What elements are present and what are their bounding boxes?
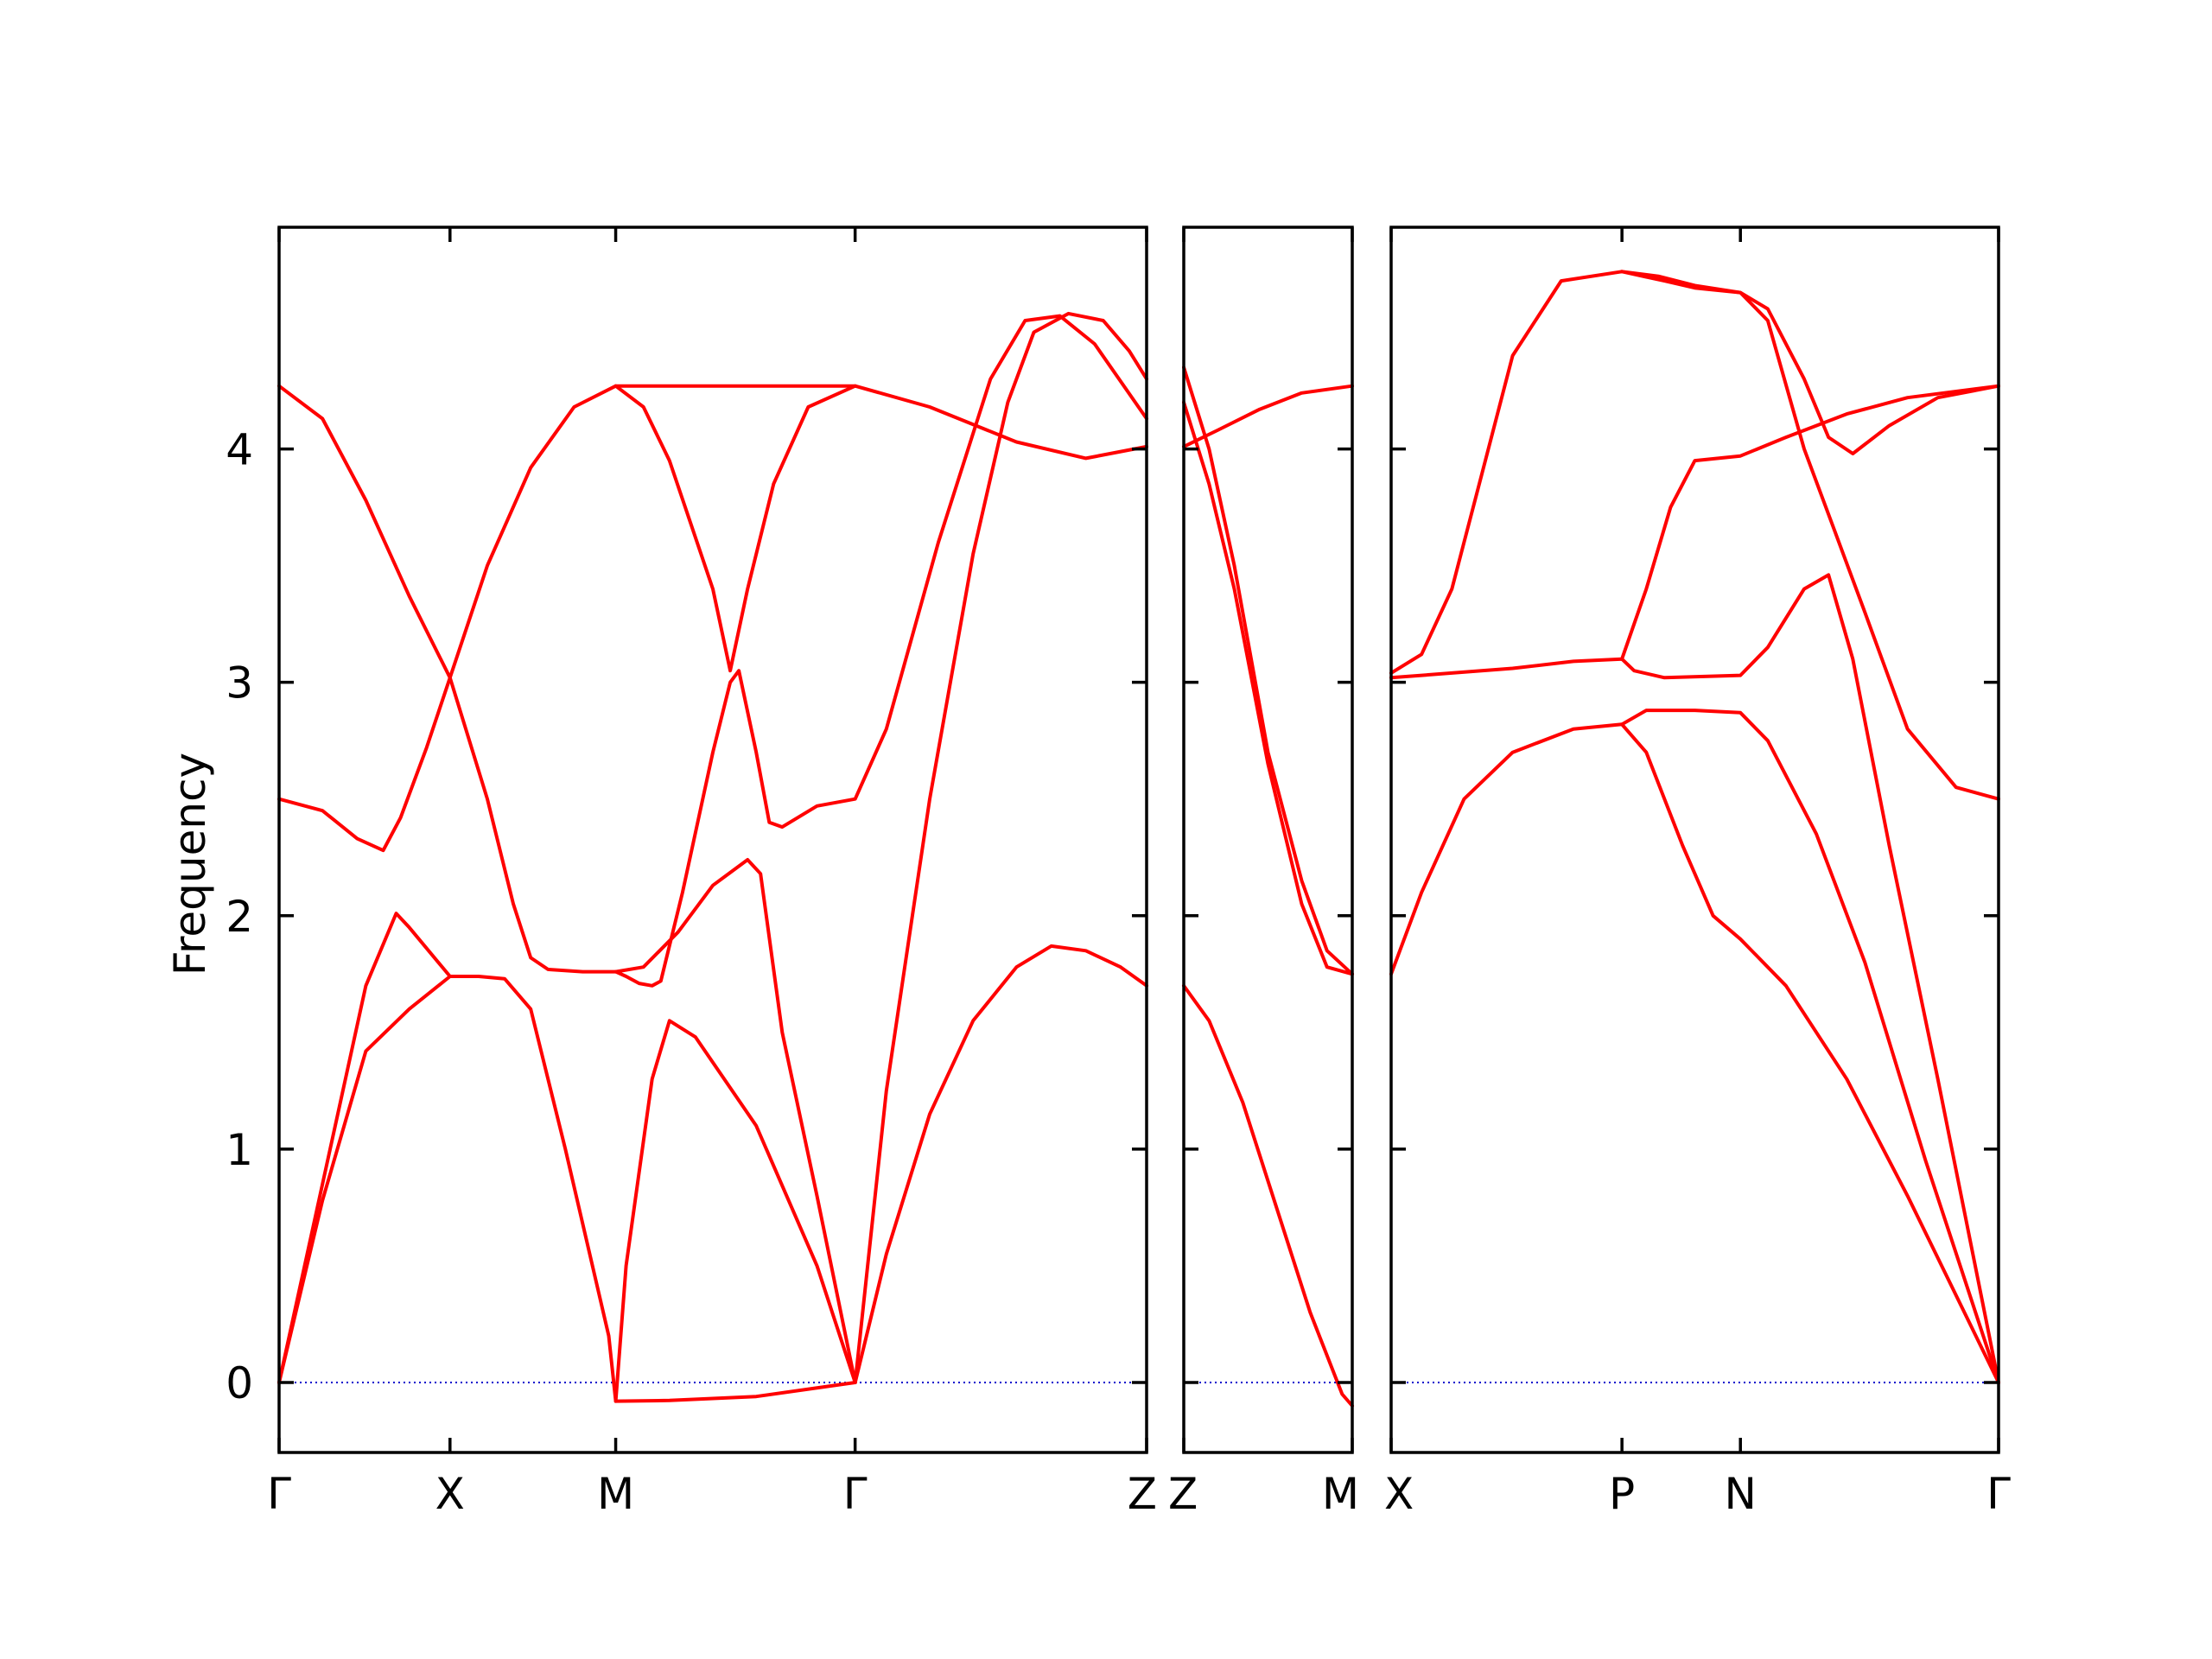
- phonon-band-line: [1620, 709, 2000, 1384]
- y-tick-label: 2: [226, 892, 253, 942]
- x-tick-label: Γ: [1986, 1469, 2011, 1519]
- phonon-band-line: [277, 975, 857, 1403]
- x-tick-label: X: [1384, 1469, 1414, 1519]
- x-tick-label: Γ: [267, 1469, 291, 1519]
- phonon-band-line: [853, 944, 1148, 1384]
- panel-frame: [1182, 226, 1354, 1454]
- phonon-band-line: [277, 384, 857, 1384]
- x-tick-label: X: [435, 1469, 465, 1519]
- x-tick-label: Γ: [843, 1469, 868, 1519]
- phonon-band-line: [277, 912, 452, 1384]
- phonon-band-line: [613, 314, 1148, 988]
- phonon-band-line: [1389, 722, 2000, 1384]
- y-tick-label: 3: [226, 658, 253, 709]
- x-tick-label: M: [1322, 1469, 1359, 1519]
- phonon-band-line: [1389, 573, 2000, 1384]
- phonon-band-line: [1389, 270, 2000, 801]
- phonon-band-line: [1182, 983, 1354, 1408]
- y-axis-tick-labels: 0 1 2 3 4: [226, 425, 253, 1408]
- panel-frame: [277, 226, 1148, 1454]
- x-tick-label: M: [597, 1469, 634, 1519]
- x-tick-label: N: [1725, 1469, 1757, 1519]
- phonon-band-line: [1182, 365, 1354, 976]
- y-axis-title: Frequency: [165, 753, 215, 976]
- panel-frame: [1389, 226, 2000, 1454]
- x-tick-label: P: [1609, 1469, 1635, 1519]
- phonon-band-line: [613, 1019, 857, 1403]
- phonon-band-line: [277, 384, 1148, 853]
- phonon-band-line: [1182, 400, 1354, 976]
- phonon-band-line: [1620, 384, 2000, 661]
- phonon-band-line: [1182, 384, 1354, 448]
- phonon-band-line: [853, 311, 1148, 1384]
- y-tick-label: 0: [226, 1358, 253, 1408]
- y-tick-label: 1: [226, 1125, 253, 1175]
- phonon-band-line: [1620, 270, 2000, 455]
- y-tick-label: 4: [226, 425, 253, 475]
- x-tick-label: Z: [1168, 1469, 1198, 1519]
- x-tick-label: Z: [1128, 1469, 1157, 1519]
- phonon-band-line: [613, 384, 857, 673]
